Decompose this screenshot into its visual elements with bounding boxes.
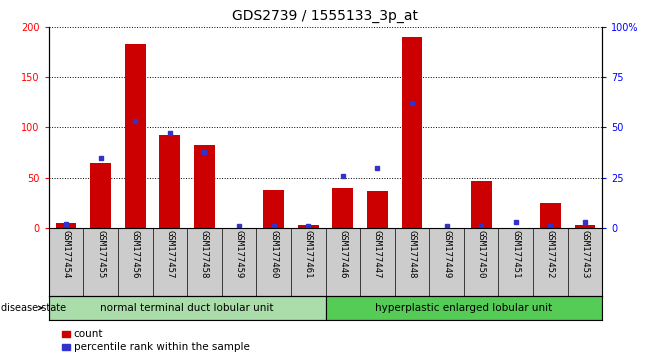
Text: GSM177448: GSM177448 <box>408 230 417 279</box>
Text: percentile rank within the sample: percentile rank within the sample <box>74 342 249 352</box>
Bar <box>298 225 318 228</box>
Bar <box>574 225 595 228</box>
Text: hyperplastic enlarged lobular unit: hyperplastic enlarged lobular unit <box>375 303 553 313</box>
Bar <box>90 163 111 228</box>
FancyArrowPatch shape <box>38 306 42 310</box>
Bar <box>326 296 602 320</box>
Text: GSM177453: GSM177453 <box>581 230 589 279</box>
Bar <box>540 203 561 228</box>
Text: GSM177458: GSM177458 <box>200 230 209 279</box>
Text: GSM177452: GSM177452 <box>546 230 555 279</box>
Bar <box>194 144 215 228</box>
Text: GSM177456: GSM177456 <box>131 230 140 279</box>
Bar <box>125 44 146 228</box>
Bar <box>402 37 422 228</box>
Text: GSM177446: GSM177446 <box>339 230 347 279</box>
Text: GSM177457: GSM177457 <box>165 230 174 279</box>
Text: count: count <box>74 329 103 339</box>
Bar <box>56 223 77 228</box>
Text: GSM177450: GSM177450 <box>477 230 486 279</box>
Bar <box>159 135 180 228</box>
Text: GSM177451: GSM177451 <box>511 230 520 279</box>
Text: normal terminal duct lobular unit: normal terminal duct lobular unit <box>100 303 274 313</box>
Text: GDS2739 / 1555133_3p_at: GDS2739 / 1555133_3p_at <box>232 9 419 23</box>
Text: GSM177447: GSM177447 <box>373 230 382 279</box>
Text: disease state: disease state <box>1 303 66 313</box>
Bar <box>471 181 492 228</box>
Text: GSM177449: GSM177449 <box>442 230 451 279</box>
Text: GSM177454: GSM177454 <box>62 230 70 279</box>
Text: GSM177455: GSM177455 <box>96 230 105 279</box>
Bar <box>263 190 284 228</box>
Text: GSM177461: GSM177461 <box>304 230 312 279</box>
Bar <box>367 191 388 228</box>
Text: GSM177459: GSM177459 <box>234 230 243 279</box>
Text: GSM177460: GSM177460 <box>269 230 278 279</box>
Bar <box>333 188 353 228</box>
Bar <box>49 296 326 320</box>
